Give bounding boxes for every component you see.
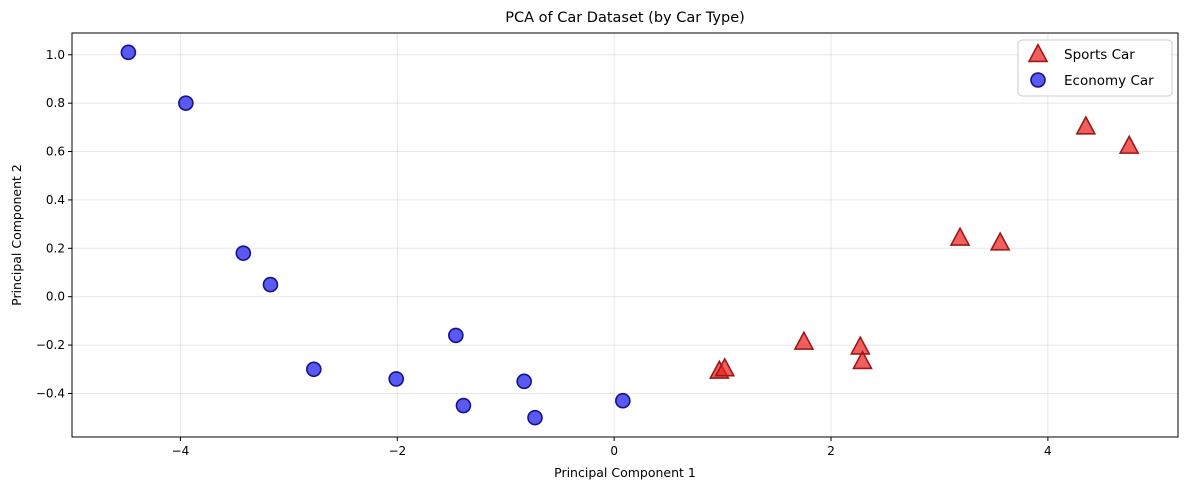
y-tick-label: −0.2 [36, 338, 65, 352]
y-tick-label: 0.4 [46, 193, 65, 207]
chart-title: PCA of Car Dataset (by Car Type) [505, 10, 745, 26]
legend-box [1017, 39, 1173, 97]
x-tick-label: −4 [172, 444, 190, 458]
y-tick-label: 0.8 [46, 96, 65, 110]
economy-car-point [527, 409, 543, 426]
legend-label-sports-car: Sports Car [1064, 47, 1135, 63]
sports-car-point [714, 357, 736, 377]
economy-car-point [262, 276, 279, 293]
x-axis-label: Principal Component 1 [554, 465, 696, 480]
x-tick-label: −2 [388, 444, 406, 458]
economy-car-point [235, 245, 252, 261]
economy-car-point [388, 371, 405, 387]
x-tick-label: 2 [827, 444, 835, 458]
legend-marker-economy-car [1030, 72, 1046, 88]
y-tick-label: 0.2 [46, 241, 65, 255]
economy-car-point [120, 44, 137, 61]
legend-label-economy-car: Economy Car [1064, 73, 1154, 89]
y-axis-label: Principal Component 2 [9, 164, 24, 306]
economy-car-point [178, 95, 194, 111]
sports-car-point [989, 231, 1011, 251]
y-tick-label: 0.0 [46, 290, 65, 304]
x-tick-label: 4 [1044, 444, 1052, 458]
y-tick-label: 0.6 [46, 145, 65, 159]
economy-car-point [615, 392, 631, 409]
sports-car-point [1118, 134, 1140, 154]
economy-car-point [448, 327, 464, 344]
sports-car-point [1075, 115, 1097, 135]
sports-car-point [852, 349, 873, 370]
sports-car-point [793, 330, 815, 350]
x-tick-label: 0 [610, 444, 618, 458]
economy-car-point [516, 373, 532, 390]
economy-car-point [306, 361, 322, 378]
sports-car-point [949, 226, 971, 246]
legend-marker-sports-car [1027, 42, 1049, 63]
axis-ticks: −4 −2 0 2 4 −0.4 −0.2 0.0 0.2 0.4 0.6 0.8 1.0 [36, 48, 1052, 458]
sports-car-point [849, 335, 871, 355]
plot-frame [71, 32, 1179, 438]
legend: Sports Car Economy Car [1017, 39, 1173, 97]
y-tick-label: 1.0 [46, 48, 65, 62]
economy-car-point [455, 397, 472, 414]
y-tick-label: −0.4 [36, 386, 65, 400]
data-points [120, 44, 1140, 426]
